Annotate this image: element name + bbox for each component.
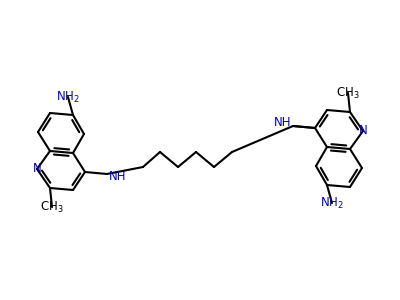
Text: N: N (359, 124, 367, 137)
Text: NH: NH (274, 116, 291, 129)
Text: CH$_3$: CH$_3$ (336, 85, 360, 100)
Text: NH$_2$: NH$_2$ (320, 196, 344, 211)
Text: NH: NH (109, 170, 126, 183)
Text: NH$_2$: NH$_2$ (56, 89, 80, 105)
Text: CH$_3$: CH$_3$ (40, 200, 64, 214)
Text: N: N (33, 163, 41, 176)
